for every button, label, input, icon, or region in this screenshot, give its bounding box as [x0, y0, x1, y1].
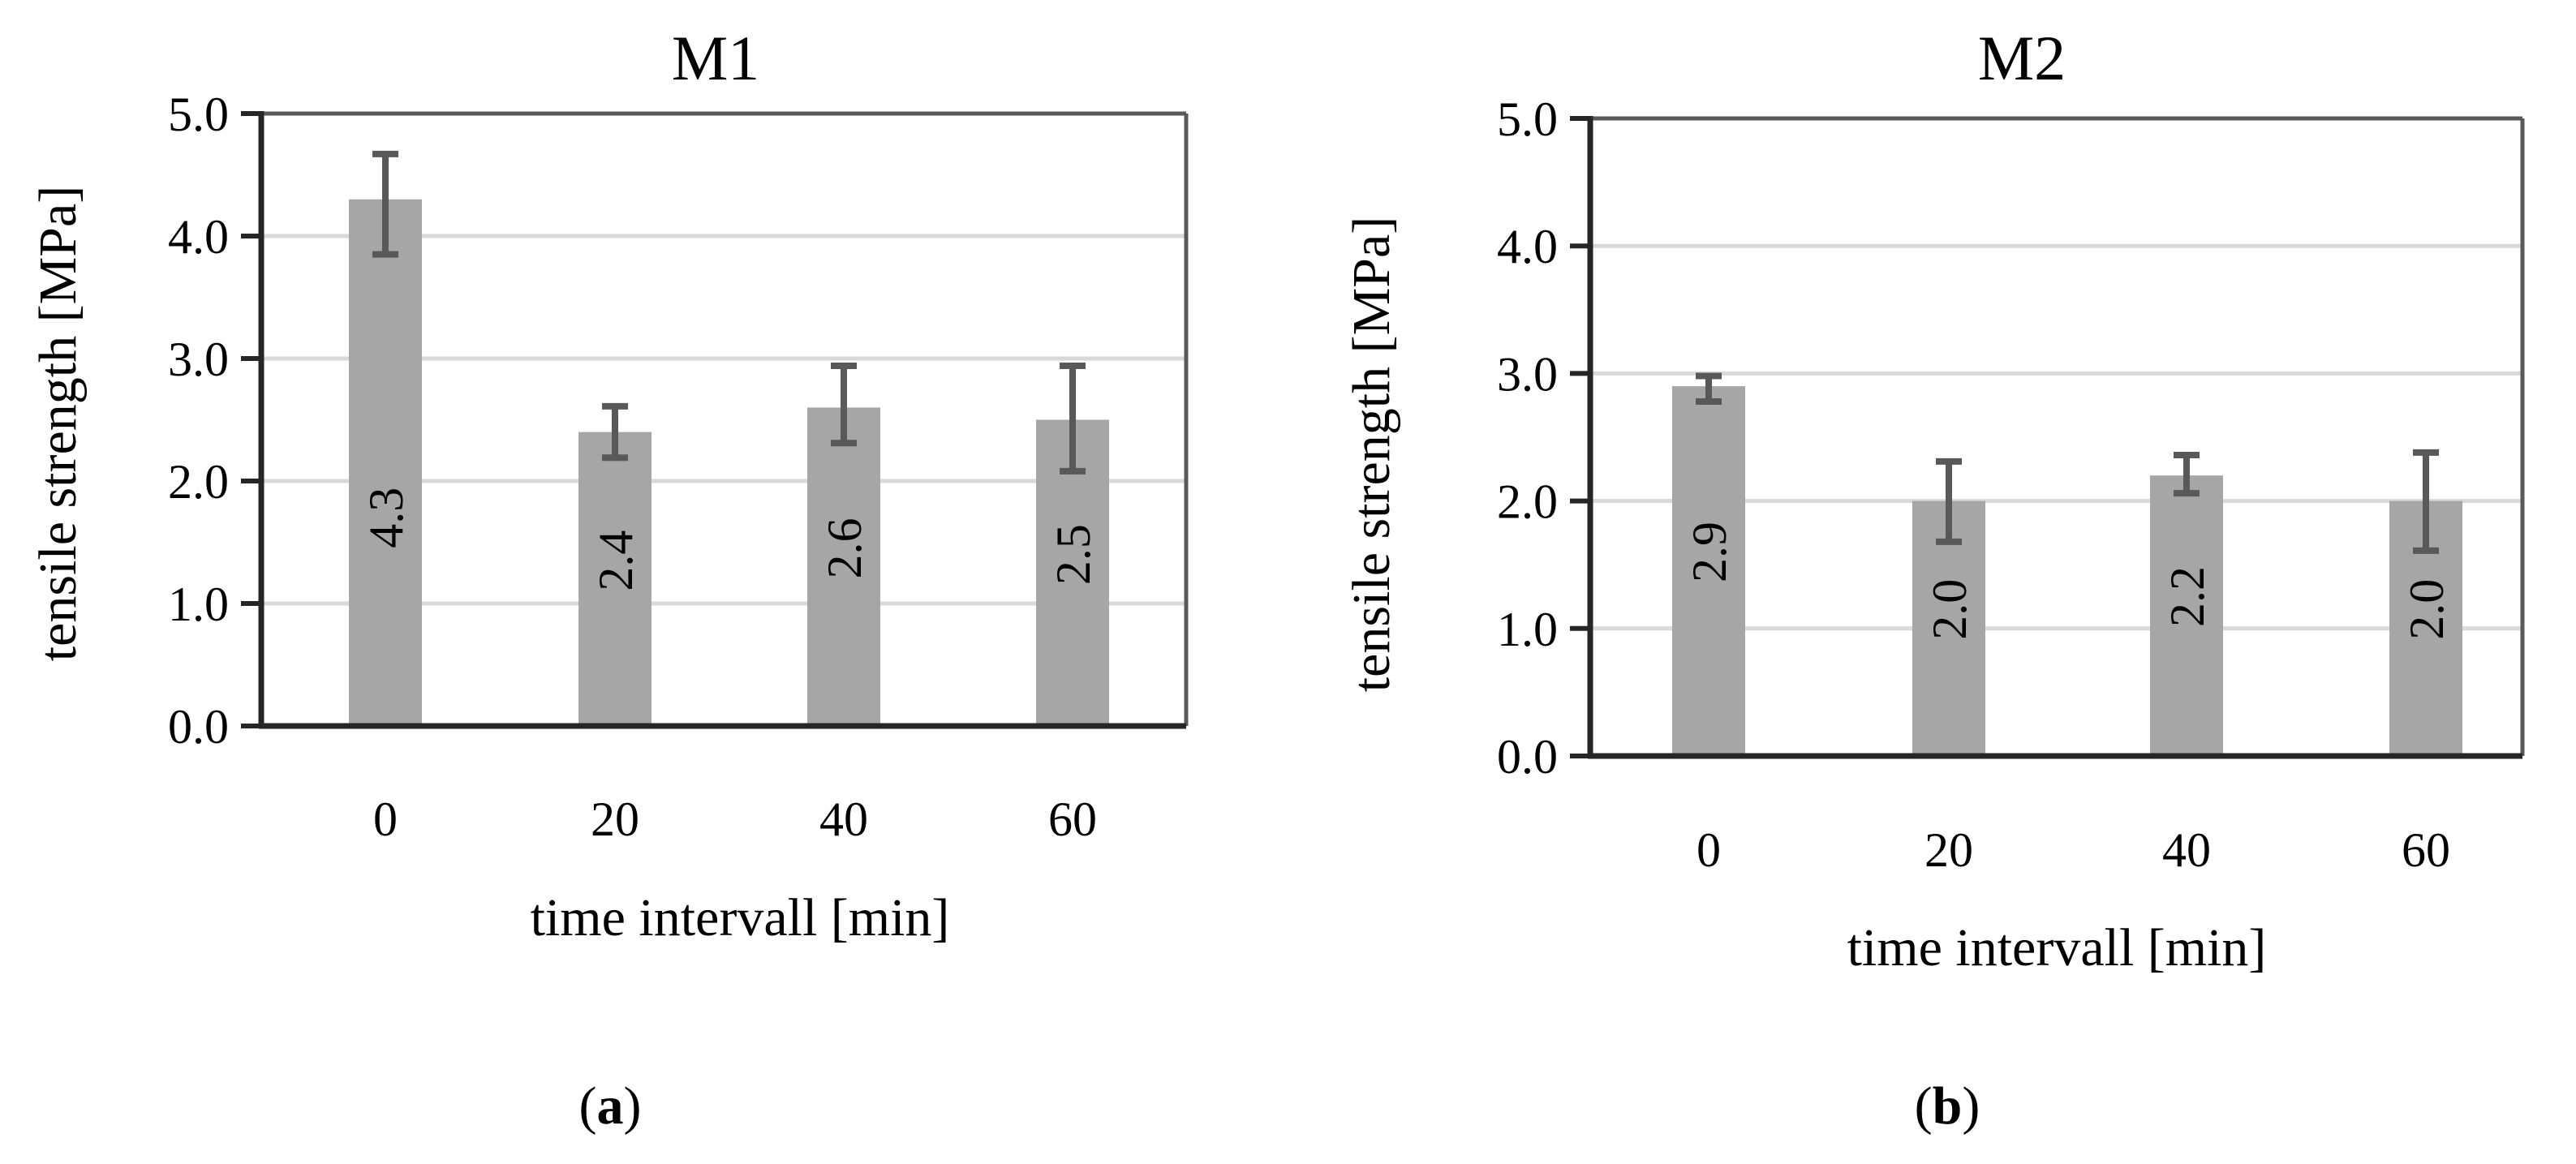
x-tick-label: 60 [2402, 823, 2450, 877]
bar-value-label: 2.5 [1047, 524, 1100, 585]
y-tick-labels: 0.0 1.0 2.0 3.0 4.0 5.0 [1497, 92, 1558, 784]
x-tick-label: 0 [1697, 823, 1721, 877]
value-labels: 4.3 2.4 2.6 2.5 [359, 488, 1100, 591]
chart-title: M2 [1978, 23, 2066, 93]
y-tick-labels: 0.0 1.0 2.0 3.0 4.0 5.0 [168, 88, 229, 754]
axes [241, 111, 1189, 729]
caption-open-paren: ( [1915, 1076, 1933, 1136]
axes [1570, 116, 2525, 759]
bars [349, 199, 1109, 726]
y-tick-label: 1.0 [1497, 603, 1558, 656]
bar-value-label: 2.0 [2400, 579, 2453, 640]
grid-lines [1590, 243, 2522, 631]
x-tick-label: 20 [1924, 823, 1973, 877]
x-tick-labels: 0 20 40 60 [373, 792, 1097, 846]
chart-title: M1 [672, 23, 759, 93]
bar-value-label: 2.4 [589, 530, 643, 591]
bar [349, 199, 422, 726]
chart-panel-b: 2.92.0 2.2 2.0 0.01.02.03.04.05.0 0 20 40 60 … [1342, 23, 2525, 1136]
bar-value-label: 2.6 [818, 518, 871, 579]
y-tick-label: 5.0 [1497, 92, 1558, 146]
caption-open-paren: ( [579, 1076, 597, 1136]
y-tick-label: 3.0 [168, 333, 229, 386]
y-tick-label: 2.0 [168, 455, 229, 509]
y-axis-label: tensile strength [MPa] [28, 186, 88, 662]
bar [807, 407, 880, 726]
y-tick-label: 2.0 [1497, 475, 1558, 529]
y-tick-label: 4.0 [168, 210, 229, 264]
panel-caption: (b) [1915, 1076, 1980, 1136]
panel-caption: (a) [579, 1076, 642, 1136]
x-tick-label: 60 [1048, 792, 1097, 846]
caption-letter: b [1933, 1076, 1963, 1136]
bars [1672, 386, 2462, 756]
x-tick-label: 40 [2162, 823, 2211, 877]
x-tick-label: 0 [373, 792, 398, 846]
chart-panel-a: 4.32.4 2.6 2.5 0.01.02.03.04.05.0 0 20 40 60 … [28, 23, 1189, 1136]
bar-value-label: 2.2 [2161, 566, 2214, 627]
x-tick-label: 20 [591, 792, 639, 846]
bar-value-label: 2.9 [1683, 522, 1736, 582]
y-tick-label: 0.0 [168, 700, 229, 754]
caption-letter: a [597, 1076, 624, 1136]
bar [578, 432, 652, 726]
caption-close-paren: ) [1962, 1076, 1980, 1136]
y-tick-label: 0.0 [1497, 730, 1558, 784]
error-bars [1696, 372, 2439, 554]
y-tick-label: 4.0 [1497, 220, 1558, 273]
error-bars [372, 150, 1086, 475]
y-axis-label: tensile strength [MPa] [1342, 217, 1401, 693]
value-labels: 2.9 2.0 2.2 2.0 [1683, 522, 2453, 640]
caption-close-paren: ) [624, 1076, 642, 1136]
bar [1672, 386, 1745, 756]
x-axis-label: time intervall [min] [531, 888, 950, 947]
bar-value-label: 4.3 [359, 488, 413, 548]
x-tick-labels: 0 20 40 60 [1697, 823, 2450, 877]
x-tick-label: 40 [819, 792, 868, 846]
y-tick-label: 3.0 [1497, 347, 1558, 401]
bar [2150, 475, 2223, 756]
bar-value-label: 2.0 [1923, 579, 1976, 640]
x-axis-label: time intervall [min] [1847, 918, 2267, 977]
y-tick-label: 1.0 [168, 578, 229, 631]
y-tick-label: 5.0 [168, 88, 229, 141]
